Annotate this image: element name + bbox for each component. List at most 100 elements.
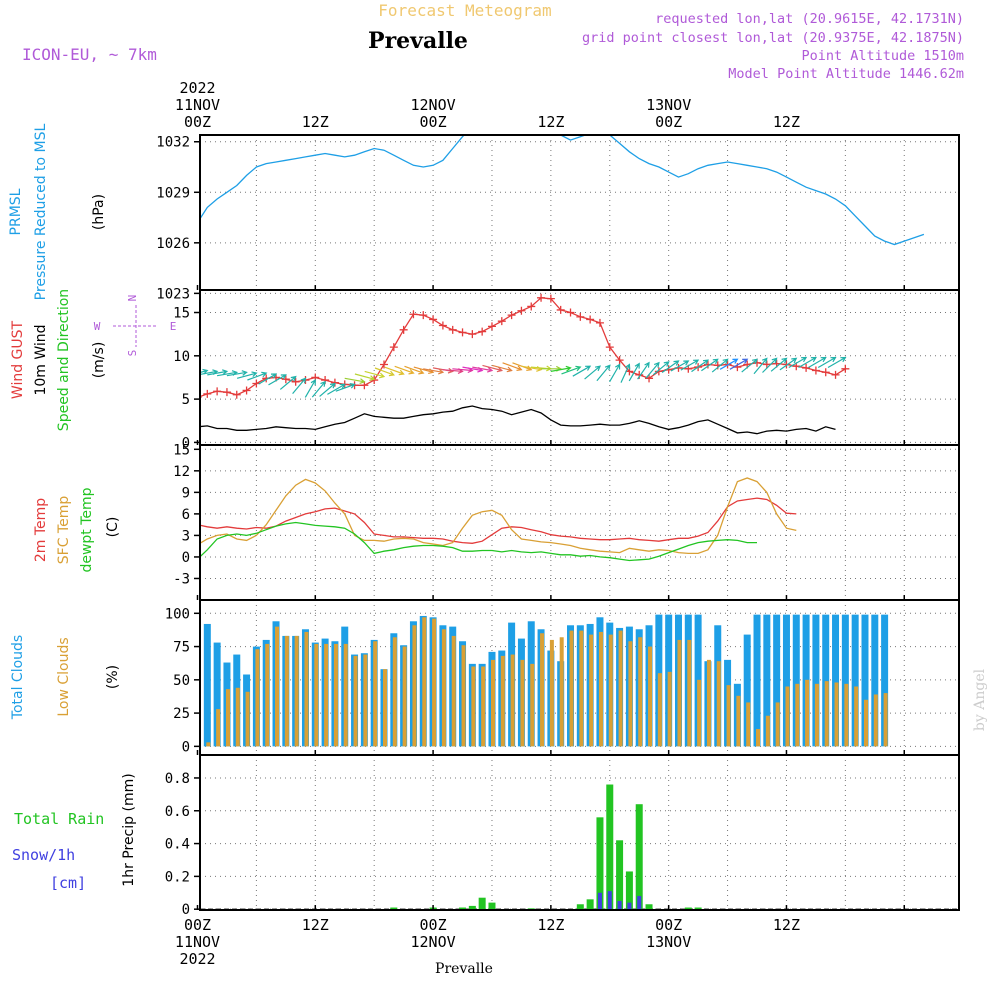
y-tick-label: 12 — [173, 464, 190, 480]
gust-marker — [399, 325, 408, 334]
low-cloud-bar — [255, 649, 260, 747]
low-cloud-bar — [667, 671, 672, 747]
wind-arrow — [628, 362, 640, 382]
gust-marker — [389, 343, 398, 352]
gust-marker — [831, 370, 840, 379]
gust-marker — [448, 325, 457, 334]
panel-label: Total Clouds — [10, 635, 26, 720]
low-cloud-bar — [579, 630, 584, 747]
gust-marker — [291, 377, 300, 386]
rain-bar — [625, 871, 633, 910]
wind-arrow — [344, 377, 366, 384]
low-cloud-bar — [500, 655, 505, 747]
model-altitude: Model Point Altitude 1446.62m — [728, 66, 964, 82]
wind-arrow — [729, 358, 749, 370]
low-cloud-bar — [373, 641, 378, 747]
top-time-label: 2022 — [179, 79, 215, 97]
watermark: by Angel — [972, 668, 988, 731]
snow-bar — [637, 896, 642, 910]
y-tick-label: 3 — [182, 528, 190, 544]
y-tick-label: 25 — [173, 706, 190, 722]
wind-arrow — [178, 369, 198, 374]
panel-label: SFC Temp — [56, 496, 72, 565]
rain-bar — [527, 908, 535, 910]
low-cloud-bar — [353, 655, 358, 747]
wind-arrow — [788, 356, 808, 369]
y-tick-label: 75 — [173, 640, 190, 656]
low-cloud-bar — [471, 666, 476, 747]
low-cloud-bar — [530, 663, 535, 747]
y-tick-label: 9 — [182, 485, 190, 501]
low-cloud-bar — [432, 618, 437, 747]
panel-label: (%) — [105, 665, 121, 689]
y-tick-label: -3 — [173, 571, 190, 587]
wind-arrow — [404, 365, 425, 375]
compass-north-label: N — [126, 295, 139, 302]
snow-bar — [617, 900, 622, 910]
gust-marker — [556, 305, 565, 314]
rain-bar — [606, 784, 614, 910]
wind-arrow — [394, 365, 415, 375]
gust-marker — [507, 311, 516, 320]
low-cloud-bar — [422, 617, 427, 747]
low-cloud-bar — [657, 673, 662, 747]
grid-point-coords: grid point closest lon,lat (20.9375E, 42… — [582, 30, 964, 46]
y-tick-label: 5 — [182, 392, 190, 408]
series-line — [200, 521, 757, 562]
top-time-label: 12Z — [773, 113, 800, 131]
gust-marker — [409, 310, 418, 319]
compass-east-label: E — [170, 320, 177, 333]
rain-bar — [645, 904, 653, 910]
low-cloud-bar — [510, 654, 515, 747]
low-cloud-bar — [648, 646, 653, 747]
panel-label: Pressure Reduced to MSL — [33, 123, 49, 300]
y-tick-label: 0 — [182, 435, 190, 451]
low-cloud-bar — [235, 687, 240, 747]
wind-arrow — [492, 364, 513, 373]
gust-marker — [330, 378, 339, 387]
wind-arrow — [335, 383, 356, 392]
panel-label: (m/s) — [91, 342, 107, 379]
wind-arrow — [482, 364, 504, 373]
y-tick-label: 15 — [173, 442, 190, 458]
model-label: ICON-EU, ~ 7km — [22, 45, 157, 64]
low-cloud-bar — [490, 659, 495, 747]
snow-bar — [597, 892, 602, 910]
wind-arrow — [158, 368, 178, 373]
total-cloud-bar — [822, 614, 830, 747]
wind-arrow — [384, 366, 405, 376]
low-cloud-bar — [814, 683, 819, 747]
wind-arrow — [680, 359, 700, 371]
series-line — [200, 497, 797, 544]
wind-arrow — [168, 369, 188, 374]
gust-marker — [203, 389, 212, 398]
top-time-label: 12NOV — [411, 96, 456, 114]
total-cloud-bar — [743, 634, 751, 747]
point-altitude: Point Altitude 1510m — [801, 48, 964, 64]
precip-axis-label: 1hr Precip (mm) — [121, 773, 137, 886]
low-cloud-bar — [275, 626, 280, 747]
low-cloud-bar — [412, 625, 417, 747]
wind-arrow — [207, 369, 229, 376]
top-time-label: 00Z — [420, 113, 447, 131]
low-cloud-bar — [805, 679, 810, 747]
y-tick-label: 0.8 — [165, 771, 190, 787]
series-line — [200, 297, 846, 398]
wind-arrow — [112, 365, 129, 375]
rain-bar — [586, 899, 594, 910]
bottom-time-label: 2022 — [179, 950, 215, 968]
wind-arrow — [200, 368, 209, 375]
top-time-label: 12Z — [302, 113, 329, 131]
compass-south-label: S — [126, 350, 139, 357]
wind-arrow — [138, 366, 158, 371]
rain-bar — [635, 804, 643, 910]
low-cloud-bar — [343, 643, 348, 747]
gust-marker — [497, 317, 506, 326]
y-tick-label: 0 — [182, 550, 190, 566]
y-tick-label: 15 — [173, 306, 190, 322]
gust-marker — [419, 311, 428, 320]
gust-marker — [380, 360, 389, 369]
total-cloud-bar — [773, 614, 781, 747]
wind-arrow — [741, 358, 758, 373]
total-cloud-bar — [115, 737, 122, 746]
